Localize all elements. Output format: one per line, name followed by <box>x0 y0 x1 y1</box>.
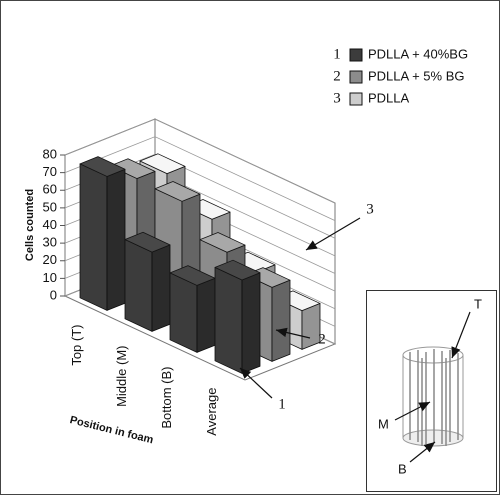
x-tick-label: Top (T) <box>69 325 84 366</box>
bar-side <box>196 277 216 353</box>
bar-side <box>241 272 261 374</box>
y-tick-label: 20 <box>43 252 57 267</box>
legend-number: 3 <box>333 90 341 106</box>
legend-number: 1 <box>333 46 341 62</box>
callout-label: 2 <box>318 331 326 347</box>
x-tick-label: Middle (M) <box>114 346 129 407</box>
legend-label: PDLLA + 5% BG <box>368 68 464 83</box>
bar-top <box>214 259 261 281</box>
bar-front <box>124 239 153 332</box>
callout-label: 3 <box>366 201 374 217</box>
bar-top <box>199 232 246 253</box>
bar-top <box>79 156 126 177</box>
bars <box>79 153 321 374</box>
inset-arrow <box>451 311 471 359</box>
inset-label: T <box>474 296 482 311</box>
inset-label: B <box>398 461 407 476</box>
legend-swatch <box>349 70 363 84</box>
grid-line <box>64 118 336 204</box>
inset-arrow <box>394 401 431 421</box>
y-tick-label: 80 <box>43 146 57 161</box>
y-tick-label: 10 <box>43 270 57 285</box>
bar-front <box>169 272 198 353</box>
y-tick-label: 40 <box>43 217 57 232</box>
callout-arrow <box>305 217 361 251</box>
bar-side <box>271 279 291 362</box>
bar-top <box>154 181 201 202</box>
inset: T M B <box>366 290 497 492</box>
inset-label: M <box>378 416 389 431</box>
y-tick-label: 0 <box>50 287 57 302</box>
y-tick-label: 70 <box>43 164 57 179</box>
y-axis-title: Cells counted <box>24 189 36 261</box>
bar-side <box>151 244 171 332</box>
y-tick-label: 60 <box>43 182 57 197</box>
y-tick-label: 50 <box>43 199 57 214</box>
x-tick-label: Average <box>204 388 219 436</box>
bar-side <box>106 168 126 311</box>
x-tick-label: Bottom (B) <box>159 367 174 429</box>
bar-front <box>214 266 243 374</box>
y-tick-label: 30 <box>43 235 57 250</box>
inset-frame <box>366 290 497 492</box>
legend-number: 2 <box>333 68 341 84</box>
callout-arrow <box>275 327 311 339</box>
bar-top <box>109 158 156 179</box>
legend-swatch <box>349 48 363 62</box>
legend-swatch <box>349 92 363 106</box>
bar-top <box>139 153 186 175</box>
callout-label: 1 <box>278 396 286 412</box>
callout-arrow <box>239 367 273 399</box>
legend-label: PDLLA <box>368 90 410 105</box>
bar-top <box>124 231 171 253</box>
inset-arrow <box>409 441 436 463</box>
legend-label: PDLLA + 40%BG <box>368 46 468 61</box>
bar-front <box>79 163 108 311</box>
